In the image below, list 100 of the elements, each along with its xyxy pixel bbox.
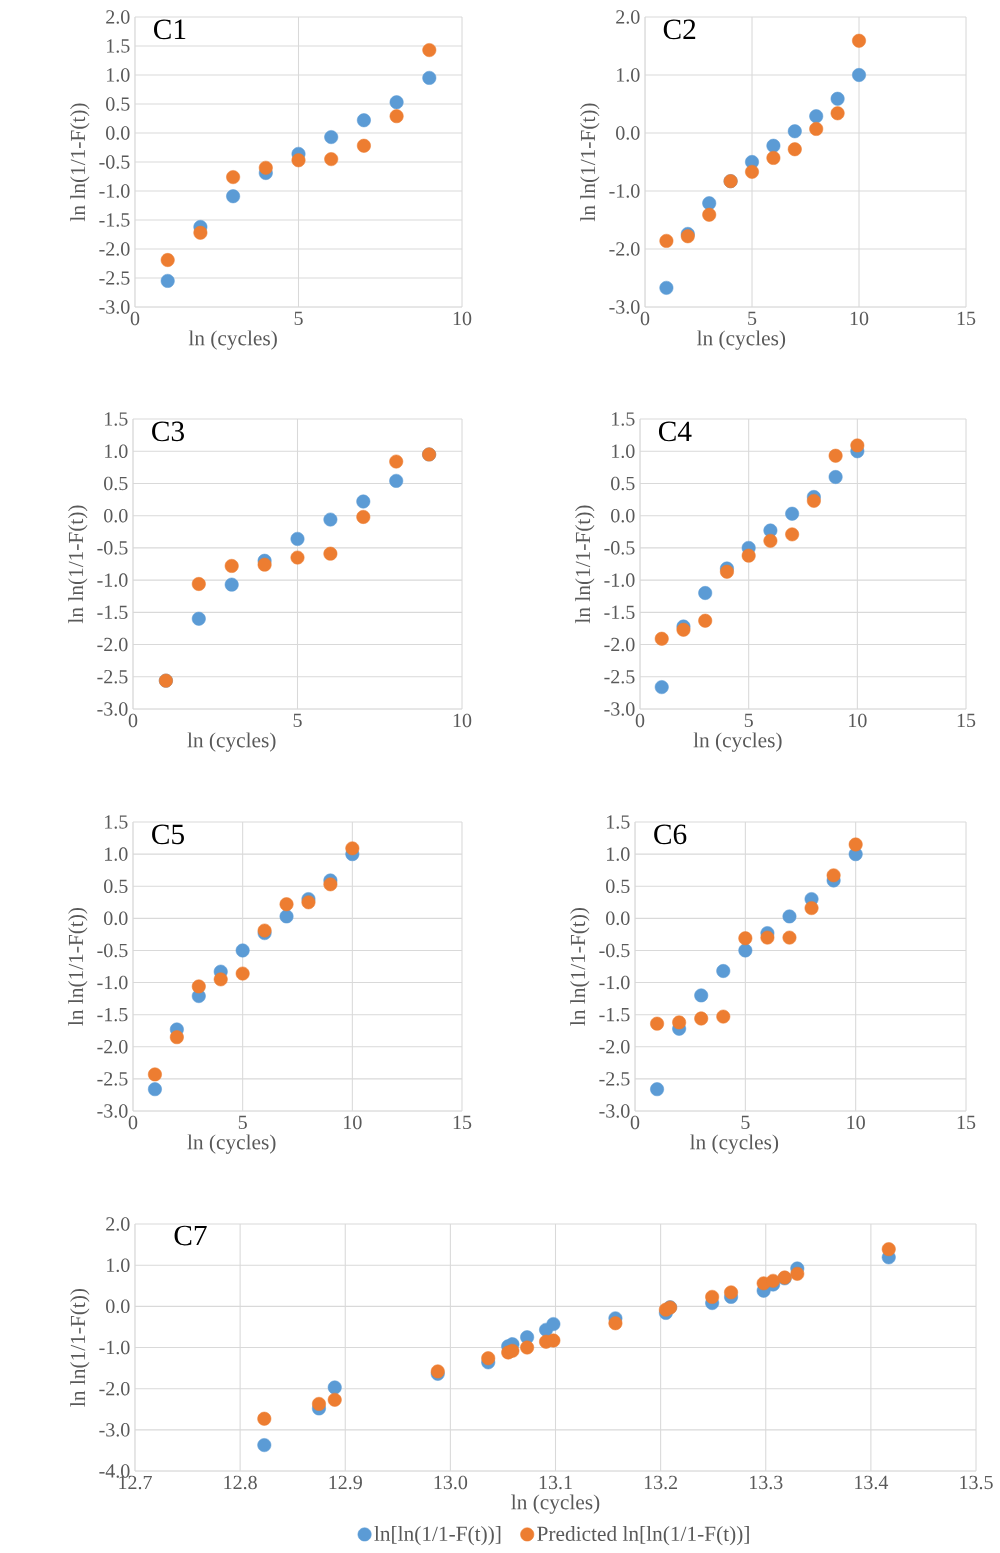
x-tick-label: 10 xyxy=(453,713,472,728)
y-axis-title: ln ln(1/1-F(t)) xyxy=(68,907,88,1026)
y-tick-label: -3.0 xyxy=(99,300,130,314)
x-axis-title: ln (cycles) xyxy=(187,1134,276,1154)
y-tick-label: -3.0 xyxy=(97,702,128,716)
chart-title: C7 xyxy=(174,1225,207,1246)
y-tick-label: -1.0 xyxy=(97,975,128,990)
chart-title: C5 xyxy=(152,824,184,845)
x-tick-label: 13.3 xyxy=(750,1475,783,1490)
chart-title: C3 xyxy=(152,421,184,442)
y-tick-label: 1.5 xyxy=(107,39,130,53)
x-tick-label: 10 xyxy=(453,311,472,326)
x-tick-label: 15 xyxy=(453,1115,472,1130)
x-tick-label: 15 xyxy=(957,311,976,326)
y-tick-label: -3.0 xyxy=(97,1104,128,1118)
y-tick-label: 1.0 xyxy=(105,444,128,459)
legend-label: Predicted ln[ln(1/1-F(t))] xyxy=(537,1526,749,1546)
y-tick-label: -2.5 xyxy=(604,670,635,684)
y-tick-label: -3.0 xyxy=(604,702,635,716)
y-tick-label: -1.5 xyxy=(97,1007,128,1022)
chart-title: C2 xyxy=(663,19,696,40)
y-tick-label: 0.5 xyxy=(106,97,130,111)
chart-title: C1 xyxy=(154,19,186,40)
x-tick-label: 0 xyxy=(640,311,650,326)
x-tick-label: 15 xyxy=(957,713,976,728)
y-tick-label: -2.0 xyxy=(99,1381,130,1396)
chart-title: C6 xyxy=(654,824,687,845)
y-tick-label: 0.0 xyxy=(104,508,128,523)
x-tick-label: 5 xyxy=(294,311,303,325)
legend-label: ln[ln(1/1-F(t))] xyxy=(374,1526,501,1546)
y-tick-label: -1.5 xyxy=(599,1007,630,1022)
y-tick-label: 1.5 xyxy=(105,815,128,829)
y-tick-label: -0.5 xyxy=(604,541,635,555)
y-tick-label: -0.5 xyxy=(97,541,128,555)
y-tick-label: -3.0 xyxy=(99,1423,130,1437)
x-tick-label: 5 xyxy=(238,1115,247,1130)
y-tick-label: -2.0 xyxy=(97,637,128,652)
y-tick-label: 1.0 xyxy=(105,847,128,861)
x-axis-title: ln (cycles) xyxy=(693,732,782,752)
x-axis-title: ln (cycles) xyxy=(511,1494,600,1514)
y-tick-label: -1.5 xyxy=(99,213,130,227)
y-axis-title: ln ln(1/1-F(t)) xyxy=(575,505,595,624)
y-tick-label: -2.0 xyxy=(99,242,130,256)
x-tick-label: 15 xyxy=(957,1115,976,1130)
x-tick-label: 0 xyxy=(128,1115,138,1130)
y-tick-label: -1.0 xyxy=(609,184,640,198)
x-axis-title: ln (cycles) xyxy=(188,330,277,350)
y-tick-label: -2.5 xyxy=(99,271,130,285)
x-tick-label: 5 xyxy=(744,713,753,728)
y-tick-label: -1.0 xyxy=(99,1340,130,1355)
y-tick-label: -0.5 xyxy=(599,943,630,958)
x-tick-label: 0 xyxy=(635,713,645,728)
y-tick-label: -2.0 xyxy=(599,1040,630,1054)
y-axis-title: ln ln(1/1-F(t)) xyxy=(570,907,590,1026)
y-tick-label: -2.5 xyxy=(97,1072,128,1086)
y-tick-label: 2.0 xyxy=(616,10,640,24)
y-axis-title: ln ln(1/1-F(t)) xyxy=(70,103,90,222)
y-tick-label: -1.5 xyxy=(97,605,128,620)
y-tick-label: 2.0 xyxy=(106,10,130,24)
y-tick-label: 0.0 xyxy=(106,126,130,140)
y-tick-label: -3.0 xyxy=(609,300,640,314)
y-tick-label: 0.0 xyxy=(616,126,640,140)
x-axis-title: ln (cycles) xyxy=(697,330,786,350)
x-tick-label: 10 xyxy=(847,1115,865,1130)
chart-title: C4 xyxy=(658,421,692,442)
x-tick-label: 12.8 xyxy=(224,1475,257,1490)
y-tick-label: 0.5 xyxy=(104,879,128,894)
x-tick-label: 5 xyxy=(748,311,757,325)
x-tick-label: 13.5 xyxy=(960,1475,993,1490)
x-tick-label: 10 xyxy=(850,311,869,326)
x-tick-label: 13.2 xyxy=(644,1475,678,1490)
y-tick-label: 0.0 xyxy=(606,911,630,926)
y-tick-label: 0.5 xyxy=(611,476,635,491)
y-tick-label: -3.0 xyxy=(599,1104,630,1118)
y-tick-label: 1.0 xyxy=(607,847,630,861)
y-tick-label: 1.0 xyxy=(612,444,635,459)
y-tick-label: -2.5 xyxy=(97,670,128,684)
y-tick-label: -2.0 xyxy=(609,242,640,256)
x-tick-label: 13.4 xyxy=(855,1475,889,1490)
y-tick-label: -1.0 xyxy=(599,975,630,990)
y-tick-label: -2.5 xyxy=(599,1072,630,1086)
x-tick-label: 0 xyxy=(128,713,138,728)
y-tick-label: 1.0 xyxy=(617,68,640,82)
x-tick-label: 5 xyxy=(293,713,302,728)
x-tick-label: 12.9 xyxy=(329,1475,362,1490)
x-tick-label: 13.1 xyxy=(539,1475,572,1490)
x-axis-title: ln (cycles) xyxy=(187,732,276,752)
y-tick-label: 0.5 xyxy=(606,879,630,894)
y-tick-label: 1.0 xyxy=(107,1258,130,1272)
y-axis-title: ln ln(1/1-F(t)) xyxy=(580,103,600,222)
y-tick-label: -0.5 xyxy=(99,155,130,169)
x-tick-label: 0 xyxy=(130,311,140,326)
y-tick-label: -1.0 xyxy=(97,573,128,587)
y-axis-title: ln ln(1/1-F(t)) xyxy=(70,1288,90,1407)
x-tick-label: 10 xyxy=(849,713,867,728)
y-tick-label: -0.5 xyxy=(97,943,128,958)
y-tick-label: 0.0 xyxy=(104,911,128,926)
y-tick-label: -1.0 xyxy=(604,573,635,587)
y-tick-label: -2.0 xyxy=(97,1040,128,1054)
x-tick-label: 0 xyxy=(630,1115,640,1130)
